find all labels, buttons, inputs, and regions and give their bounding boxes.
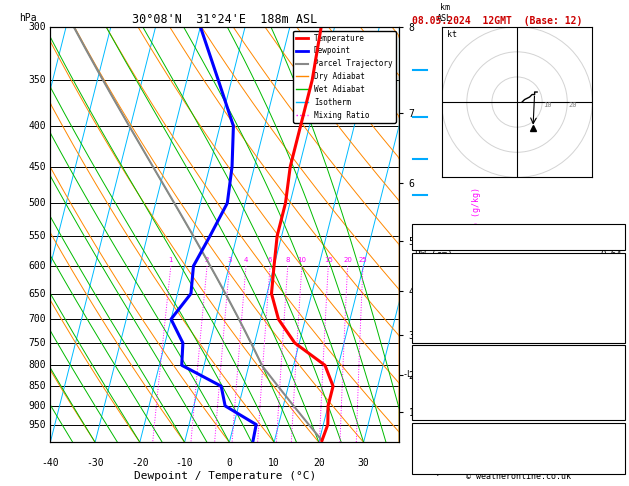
Text: Temp (°C): Temp (°C) — [415, 270, 464, 279]
Text: -40: -40 — [42, 458, 59, 468]
Text: km
ASL: km ASL — [437, 3, 452, 22]
Text: 900: 900 — [28, 401, 46, 411]
Text: 1: 1 — [169, 257, 173, 262]
Text: 550: 550 — [28, 231, 46, 241]
Text: -6: -6 — [611, 440, 621, 450]
Text: θₑ (K): θₑ (K) — [415, 371, 447, 381]
Text: StmDir: StmDir — [415, 458, 447, 467]
Text: 20: 20 — [569, 102, 577, 108]
Text: 0.64: 0.64 — [600, 250, 621, 259]
Text: Lifted Index: Lifted Index — [415, 296, 480, 306]
Text: 25: 25 — [359, 257, 367, 262]
Text: 08.05.2024  12GMT  (Base: 12): 08.05.2024 12GMT (Base: 12) — [412, 16, 582, 26]
Text: CAPE (J): CAPE (J) — [415, 305, 458, 314]
Text: K: K — [415, 232, 421, 242]
Text: -LCL: -LCL — [403, 369, 423, 379]
Text: 20: 20 — [343, 257, 352, 262]
Text: © weatheronline.co.uk: © weatheronline.co.uk — [466, 472, 571, 481]
Text: Hodograph: Hodograph — [494, 425, 542, 434]
Title: 30°08'N  31°24'E  188m ASL: 30°08'N 31°24'E 188m ASL — [132, 13, 318, 26]
Text: 13: 13 — [611, 296, 621, 306]
Text: CIN (J): CIN (J) — [415, 398, 453, 407]
Text: 400: 400 — [28, 121, 46, 131]
Text: 20.6: 20.6 — [600, 270, 621, 279]
Text: Mixing Ratio (g/kg): Mixing Ratio (g/kg) — [472, 187, 481, 282]
Text: 20: 20 — [313, 458, 325, 468]
Text: 310: 310 — [605, 288, 621, 297]
Text: 600: 600 — [28, 261, 46, 271]
Text: -10: -10 — [175, 458, 193, 468]
Text: Dewp (°C): Dewp (°C) — [415, 279, 464, 288]
Text: 328°: 328° — [600, 458, 621, 467]
Text: 4: 4 — [244, 257, 248, 262]
Text: Totals Totals: Totals Totals — [415, 241, 485, 250]
Text: 10: 10 — [543, 102, 552, 108]
Text: 350: 350 — [28, 75, 46, 85]
Text: 8: 8 — [286, 257, 290, 262]
Text: 0: 0 — [616, 314, 621, 323]
Text: 5.2: 5.2 — [605, 279, 621, 288]
Text: 0: 0 — [616, 398, 621, 407]
Text: 10: 10 — [268, 458, 280, 468]
Text: -20: -20 — [131, 458, 148, 468]
Text: -29: -29 — [605, 232, 621, 242]
Text: PW (cm): PW (cm) — [415, 250, 453, 259]
Text: 2: 2 — [205, 257, 209, 262]
Text: 800: 800 — [28, 360, 46, 370]
Text: 13: 13 — [611, 380, 621, 389]
Text: kt: kt — [447, 30, 457, 39]
Text: 0: 0 — [226, 458, 232, 468]
Text: 12: 12 — [611, 467, 621, 476]
Text: Lifted Index: Lifted Index — [415, 380, 480, 389]
Text: 19: 19 — [611, 449, 621, 458]
Text: 18: 18 — [611, 241, 621, 250]
Text: 3: 3 — [227, 257, 231, 262]
Text: 300: 300 — [28, 22, 46, 32]
Text: -30: -30 — [86, 458, 104, 468]
Text: 750: 750 — [28, 338, 46, 348]
Text: θₑ(K): θₑ(K) — [415, 288, 442, 297]
Text: Most Unstable: Most Unstable — [483, 347, 554, 357]
Text: hPa: hPa — [19, 13, 36, 22]
Text: 850: 850 — [28, 381, 46, 391]
Text: 10: 10 — [298, 257, 306, 262]
Text: 995: 995 — [605, 363, 621, 372]
Text: 500: 500 — [28, 198, 46, 208]
Text: 6: 6 — [268, 257, 272, 262]
Text: Surface: Surface — [499, 255, 537, 264]
Text: 650: 650 — [28, 289, 46, 298]
Text: 310: 310 — [605, 371, 621, 381]
Text: 450: 450 — [28, 162, 46, 172]
Text: EH: EH — [415, 440, 426, 450]
Text: SREH: SREH — [415, 449, 437, 458]
Text: Dewpoint / Temperature (°C): Dewpoint / Temperature (°C) — [134, 471, 316, 481]
Text: 30: 30 — [358, 458, 369, 468]
Legend: Temperature, Dewpoint, Parcel Trajectory, Dry Adiabat, Wet Adiabat, Isotherm, Mi: Temperature, Dewpoint, Parcel Trajectory… — [293, 31, 396, 122]
Text: 700: 700 — [28, 314, 46, 324]
Text: 0: 0 — [616, 389, 621, 398]
Text: 15: 15 — [324, 257, 333, 262]
Text: 0: 0 — [616, 305, 621, 314]
Text: StmSpd (kt): StmSpd (kt) — [415, 467, 474, 476]
Text: 950: 950 — [28, 419, 46, 430]
Text: CAPE (J): CAPE (J) — [415, 389, 458, 398]
Text: CIN (J): CIN (J) — [415, 314, 453, 323]
Text: Pressure (mb): Pressure (mb) — [415, 363, 485, 372]
